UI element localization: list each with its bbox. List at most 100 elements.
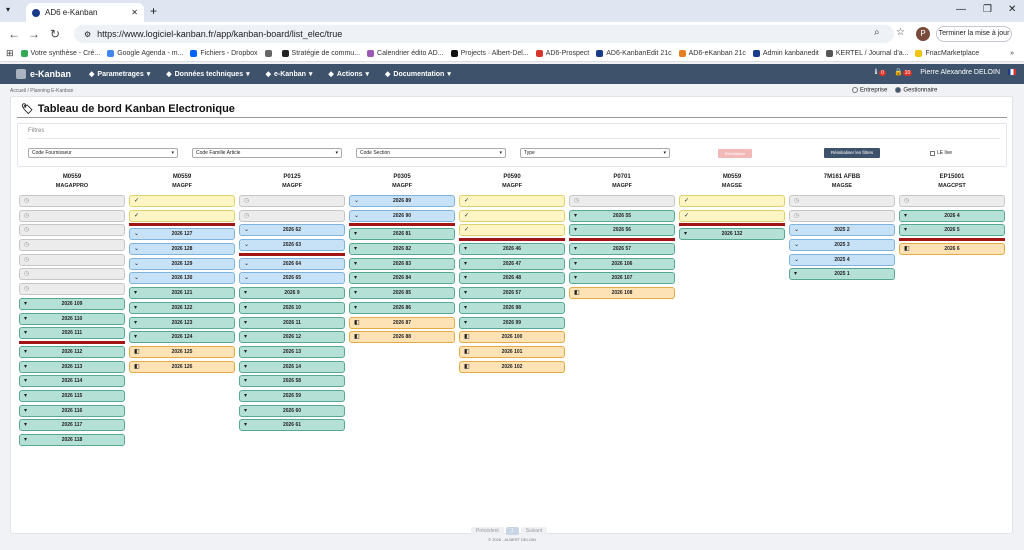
restore-icon[interactable]: ❐ [983, 4, 992, 15]
nav-menu-1[interactable]: ◆ Données techniques ▾ [166, 70, 249, 79]
kanban-card[interactable]: ◧ 2026 87 [349, 316, 455, 329]
kanban-card[interactable]: ▾ 2026 55 [569, 209, 675, 222]
kanban-card[interactable]: ▾ 2026 115 [19, 389, 125, 402]
supplier-code-select[interactable]: Code Fournisseur ▾ [28, 148, 178, 158]
back-icon[interactable]: ← [8, 27, 20, 41]
flag-fr-icon[interactable] [1008, 69, 1016, 75]
nav-menu-2[interactable]: ◆ e-Kanban ▾ [266, 70, 313, 79]
bookmark-item[interactable]: Calendrier édito AD... [367, 50, 444, 57]
bookmark-item[interactable]: AD6-KanbanEdit 21c [596, 50, 672, 57]
kanban-card[interactable]: ▾ 2026 59 [239, 389, 345, 402]
kanban-card[interactable]: ◧ 2026 6 [899, 243, 1005, 256]
kanban-card[interactable]: ◧ 2026 101 [459, 345, 565, 358]
bookmark-item[interactable]: AD6-Prospect [535, 50, 589, 57]
tab-close-icon[interactable]: ✕ [131, 8, 138, 17]
kanban-card[interactable]: ◷ [19, 283, 125, 296]
kanban-card[interactable]: ◷ [899, 195, 1005, 207]
kanban-card[interactable]: ▾ 2026 98 [459, 301, 565, 314]
kanban-card[interactable]: ⌄ 2026 129 [129, 257, 235, 270]
kanban-card[interactable]: ◷ [19, 195, 125, 207]
next-page-button[interactable]: Suivant [520, 527, 548, 535]
kanban-card[interactable]: ▾ 2025 1 [789, 268, 895, 281]
kanban-card[interactable]: ▾ 2026 107 [569, 272, 675, 285]
kanban-card[interactable]: ▾ 2026 46 [459, 243, 565, 256]
reset-filters-button[interactable]: Réinitialiser les filtres [824, 148, 880, 158]
kanban-card[interactable]: ▾ 2026 14 [239, 360, 345, 373]
kanban-card[interactable]: ▾ 2026 83 [349, 257, 455, 270]
kanban-card[interactable]: ▾ 2026 86 [349, 301, 455, 314]
kanban-card[interactable]: ▾ 2026 106 [569, 257, 675, 270]
kanban-card[interactable]: ▾ 2026 84 [349, 272, 455, 285]
bookmark-item[interactable]: AD6-eKanban 21c [678, 50, 746, 57]
kanban-card[interactable]: ◧ 2026 100 [459, 331, 565, 344]
kanban-card[interactable]: ✓ [459, 224, 565, 237]
kanban-card[interactable]: ▾ 2026 57 [569, 243, 675, 256]
kanban-card[interactable]: ✓ [459, 195, 565, 207]
nav-menu-4[interactable]: ◆ Documentation ▾ [385, 70, 451, 79]
kanban-card[interactable]: ▾ 2026 12 [239, 331, 345, 344]
kanban-card[interactable]: ⌄ 2026 63 [239, 239, 345, 252]
kanban-card[interactable]: ◷ [789, 209, 895, 222]
kanban-card[interactable]: ◷ [19, 239, 125, 252]
kanban-card[interactable]: ⌄ 2026 127 [129, 228, 235, 241]
bookmark-item[interactable]: Admin kanbanedit [752, 50, 819, 57]
kanban-card[interactable]: ◷ [19, 224, 125, 237]
notification-icon[interactable]: 🔒 10 [893, 69, 913, 76]
kanban-card[interactable]: ◷ [789, 195, 895, 207]
kanban-card[interactable]: ▾ 2026 10 [239, 301, 345, 314]
new-tab-icon[interactable]: + [150, 4, 158, 18]
kanban-card[interactable]: ◧ 2026 88 [349, 331, 455, 344]
user-name[interactable]: Pierre Alexandre DELOIN [920, 68, 1000, 76]
app-logo[interactable]: e-Kanban [16, 69, 71, 79]
radio-entreprise[interactable]: Entreprise [852, 87, 887, 94]
kanban-card[interactable]: ▾ 2026 81 [349, 228, 455, 241]
kanban-card[interactable]: ▾ 2026 58 [239, 375, 345, 388]
kanban-card[interactable]: ▾ 2026 85 [349, 287, 455, 300]
kanban-card[interactable]: ⌄ 2026 89 [349, 195, 455, 207]
kanban-card[interactable]: ◷ [569, 195, 675, 207]
kanban-card[interactable]: ▾ 2026 13 [239, 345, 345, 358]
kanban-card[interactable]: ⌄ 2025 4 [789, 253, 895, 266]
prev-page-button[interactable]: Précédent [471, 527, 504, 535]
kanban-card[interactable]: ▾ 2026 4 [899, 209, 1005, 222]
kanban-card[interactable]: ✓ [129, 195, 235, 207]
forward-icon[interactable]: → [28, 27, 40, 41]
bookmark-item[interactable] [264, 50, 275, 57]
disabled-reset-button[interactable]: Réinitialiser [718, 149, 752, 158]
radio-gestionnaire[interactable]: Gestionnaire [895, 87, 937, 94]
kanban-card[interactable]: ▾ 2026 5 [899, 224, 1005, 237]
tab-search-icon[interactable]: ▾ [6, 5, 11, 14]
profile-avatar[interactable]: P [916, 27, 930, 41]
kanban-card[interactable]: ▾ 2026 132 [679, 228, 785, 241]
kanban-card[interactable]: ⌄ 2026 65 [239, 272, 345, 285]
kanban-card[interactable]: ▾ 2026 48 [459, 272, 565, 285]
browser-tab[interactable]: AD6 e-Kanban ✕ [26, 3, 144, 22]
kanban-card[interactable]: ◧ 2026 102 [459, 360, 565, 373]
kanban-card[interactable]: ◷ [239, 209, 345, 222]
kanban-card[interactable]: ▾ 2026 60 [239, 404, 345, 417]
family-code-select[interactable]: Code Famille Article ▾ [192, 148, 342, 158]
minimize-icon[interactable]: — [956, 4, 966, 15]
kanban-card[interactable]: ✓ [679, 195, 785, 207]
kanban-card[interactable]: ⌄ 2026 90 [349, 209, 455, 222]
kanban-card[interactable]: ▾ 2026 11 [239, 316, 345, 329]
bookmark-item[interactable]: FnacMarketplace [915, 50, 979, 57]
kanban-card[interactable]: ▾ 2026 121 [129, 287, 235, 300]
kanban-card[interactable]: ▾ 2026 123 [129, 316, 235, 329]
kanban-card[interactable]: ▾ 2026 57 [459, 287, 565, 300]
update-button[interactable]: Terminer la mise à jour [936, 26, 1012, 42]
kanban-card[interactable]: ◷ [239, 195, 345, 207]
live-checkbox[interactable]: LE live [930, 150, 952, 156]
kanban-card[interactable]: ⌄ 2025 3 [789, 239, 895, 252]
close-window-icon[interactable]: ✕ [1008, 4, 1017, 15]
kanban-card[interactable]: ⌄ 2025 2 [789, 224, 895, 237]
type-select[interactable]: Type ▾ [520, 148, 670, 158]
kanban-card[interactable]: ⌄ 2026 64 [239, 257, 345, 270]
kanban-card[interactable]: ▾ 2026 117 [19, 419, 125, 432]
kanban-card[interactable]: ▾ 2026 9 [239, 287, 345, 300]
kanban-card[interactable]: ▾ 2026 113 [19, 360, 125, 373]
kanban-card[interactable]: ▾ 2026 118 [19, 434, 125, 446]
kanban-card[interactable]: ▾ 2026 112 [19, 345, 125, 358]
kanban-card[interactable]: ◧ 2026 125 [129, 345, 235, 358]
kanban-card[interactable]: ▾ 2026 111 [19, 327, 125, 340]
